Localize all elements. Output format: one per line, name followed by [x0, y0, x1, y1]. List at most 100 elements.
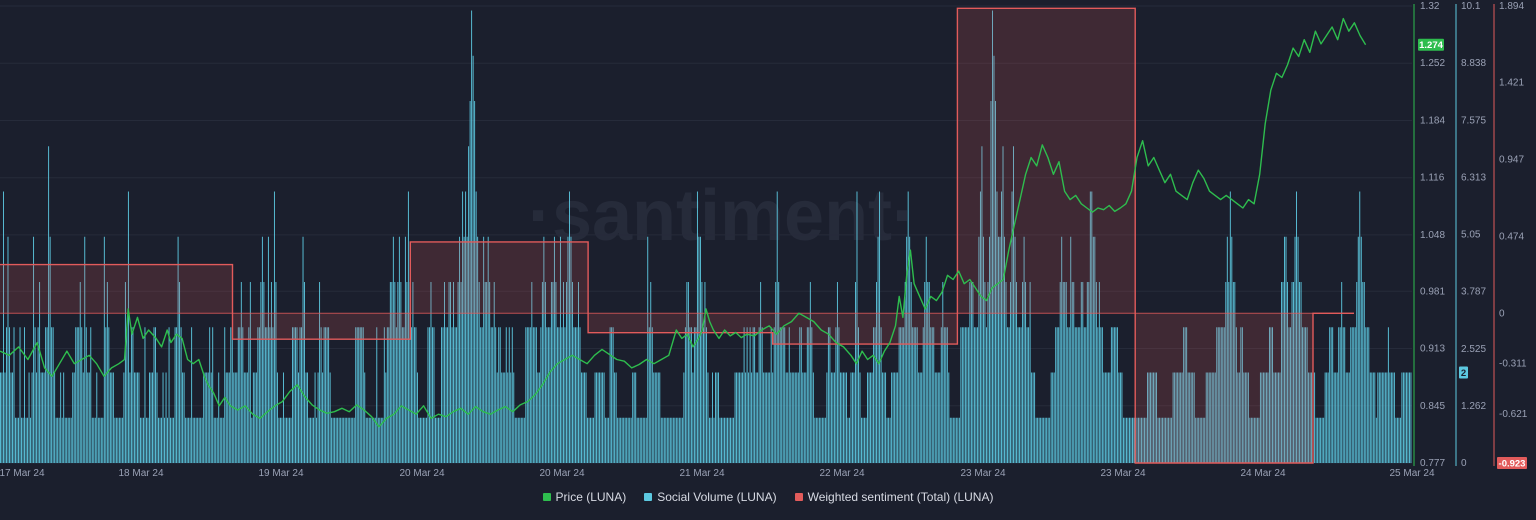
social-volume-bar: [973, 327, 975, 463]
social-volume-bar: [225, 372, 227, 463]
social-volume-bar: [882, 372, 884, 463]
social-volume-bar: [51, 327, 53, 463]
social-volume-bar: [398, 236, 400, 463]
social-volume-bar: [1333, 372, 1335, 463]
social-volume-bar: [1217, 327, 1219, 463]
social-volume-bar: [849, 417, 850, 463]
social-volume-bar: [992, 10, 993, 464]
social-volume-bar: [87, 372, 89, 463]
social-volume-bar: [662, 417, 664, 463]
social-volume-bar: [1153, 372, 1154, 463]
social-volume-bar: [234, 372, 236, 463]
social-volume-bar: [659, 372, 661, 463]
social-volume-bar: [553, 236, 555, 463]
social-volume-bar: [289, 417, 290, 463]
social-volume-bar: [567, 236, 569, 463]
social-volume-bar: [419, 417, 421, 463]
price-tick-label: 0.913: [1420, 344, 1445, 355]
social-volume-bar: [928, 282, 930, 463]
social-volume-bar: [1088, 282, 1090, 463]
social-volume-bar: [158, 417, 159, 463]
social-volume-bar: [1243, 372, 1245, 463]
social-volume-bar: [1284, 236, 1285, 463]
social-volume-bar: [772, 372, 774, 463]
social-volume-bar: [1229, 191, 1231, 463]
social-volume-bar: [284, 417, 286, 463]
social-volume-bar: [674, 417, 676, 463]
social-volume-bar: [10, 372, 12, 463]
social-volume-bar: [94, 417, 96, 463]
legend-item-social-volume[interactable]: Social Volume (LUNA): [644, 490, 777, 504]
social-volume-bar: [770, 327, 772, 463]
social-volume-bar: [715, 372, 716, 463]
social-volume-bar: [1092, 236, 1094, 463]
legend-item-sentiment[interactable]: Weighted sentiment (Total) (LUNA): [794, 490, 993, 504]
social-volume-bar: [572, 282, 573, 463]
social-volume-bar: [924, 282, 926, 463]
sentiment-current-badge: [1497, 457, 1527, 469]
social-volume-bar: [447, 327, 448, 463]
social-volume-bar: [430, 282, 432, 463]
social-volume-bar: [1407, 372, 1409, 463]
social-volume-bar: [18, 417, 19, 463]
social-volume-bar: [671, 417, 673, 463]
social-volume-bar: [690, 327, 692, 463]
social-volume-bar: [400, 282, 402, 463]
social-volume-bar: [81, 327, 83, 463]
social-tick-label: 6.313: [1461, 172, 1486, 183]
social-volume-bar: [1211, 372, 1213, 463]
social-volume-bar: [236, 372, 238, 463]
social-volume-bar: [954, 417, 956, 463]
social-volume-bar: [547, 327, 549, 463]
social-volume-bar: [1330, 327, 1332, 463]
social-volume-bar: [1256, 417, 1258, 463]
social-volume-bar: [1231, 236, 1233, 463]
social-volume-bar: [651, 327, 653, 463]
social-volume-bar: [1159, 417, 1161, 463]
social-volume-bar: [1315, 417, 1317, 463]
social-volume-bar: [1387, 327, 1389, 463]
social-volume-bar: [1300, 282, 1302, 463]
social-volume-bar: [1026, 327, 1028, 463]
social-volume-bar: [687, 282, 689, 463]
social-volume-bar: [373, 417, 375, 463]
social-volume-bar: [1097, 327, 1099, 463]
social-volume-bar: [493, 282, 495, 463]
social-volume-bar: [925, 236, 927, 463]
social-volume-bar: [976, 327, 978, 463]
social-volume-bar: [91, 417, 93, 463]
social-volume-bar: [1398, 417, 1400, 463]
social-volume-bar: [839, 372, 841, 463]
legend-label-price: Price (LUNA): [555, 490, 627, 504]
social-volume-bar: [385, 372, 387, 463]
social-volume-bar: [165, 372, 167, 463]
social-volume-bar: [787, 372, 789, 463]
social-volume-bar: [36, 372, 38, 463]
social-volume-bar: [597, 372, 599, 463]
social-volume-bar: [668, 417, 670, 463]
social-volume-bar: [1077, 327, 1079, 463]
social-volume-bar: [1299, 282, 1301, 463]
social-volume-bar: [1119, 372, 1121, 463]
social-volume-bar: [1341, 282, 1343, 463]
social-volume-bar: [273, 191, 275, 463]
social-volume-bar: [167, 417, 168, 463]
social-volume-bar: [1247, 372, 1249, 463]
social-volume-bar: [1020, 327, 1022, 463]
social-volume-bar: [486, 282, 488, 463]
legend-item-price[interactable]: Price (LUNA): [542, 490, 627, 504]
social-current-label: 2: [1461, 368, 1466, 379]
social-volume-bar: [1276, 372, 1278, 463]
social-volume-bar: [1010, 282, 1011, 463]
social-volume-bar: [412, 282, 414, 463]
social-volume-bar: [1336, 372, 1338, 463]
social-volume-bar: [1032, 372, 1034, 463]
social-volume-bar: [1314, 372, 1316, 463]
social-volume-bar: [459, 236, 461, 463]
social-volume-bar: [278, 417, 280, 463]
social-volume-bar: [853, 372, 855, 463]
social-volume-bar: [584, 372, 585, 463]
social-volume-bar: [796, 372, 798, 463]
social-volume-bar: [502, 372, 504, 463]
social-volume-bar: [736, 372, 738, 463]
